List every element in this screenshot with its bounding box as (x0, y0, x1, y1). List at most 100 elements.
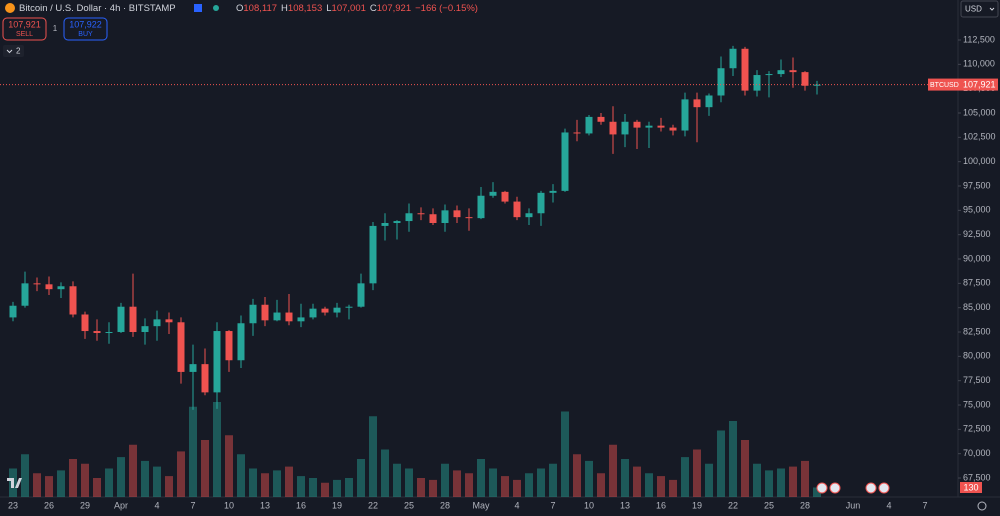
indicators-toggle[interactable] (3, 45, 24, 57)
volume-bar (465, 473, 473, 497)
x-tick-label: 7 (190, 500, 195, 510)
x-tick-label: 28 (800, 500, 810, 510)
symbol-title: Bitcoin / U.S. Dollar · 4h · BITSTAMP (19, 3, 176, 14)
candle-body (477, 195, 485, 219)
candle-body (561, 132, 569, 191)
candle-body (489, 191, 497, 196)
x-tick-label: 26 (44, 500, 54, 510)
volume-bar (321, 482, 329, 497)
volume-bar (177, 451, 185, 497)
volume-bar (105, 468, 113, 497)
buy-label: BUY (78, 31, 93, 38)
volume-bar (537, 468, 545, 497)
candle-body (273, 312, 281, 321)
x-tick-label: 7 (550, 500, 555, 510)
y-tick-label: 100,000 (963, 156, 996, 166)
volume-bar (801, 460, 809, 497)
settings-icon[interactable] (977, 501, 987, 511)
volume-bar (741, 440, 749, 497)
candle-body (693, 99, 701, 108)
volume-bar (21, 454, 29, 497)
volume-bar (501, 476, 509, 497)
candle-body (33, 283, 41, 285)
candle-body (153, 319, 161, 327)
y-tick-label: 112,500 (963, 34, 995, 44)
x-tick-label: 10 (584, 500, 594, 510)
volume-bar (69, 459, 77, 497)
candle-body (297, 317, 305, 322)
quote-label: O (236, 3, 243, 14)
chevron (6, 49, 13, 54)
currency-button[interactable] (960, 0, 999, 18)
candle-body (177, 322, 185, 372)
volume-bar (777, 468, 785, 497)
candle-body (201, 364, 209, 393)
x-tick-label: 22 (728, 500, 738, 510)
buy-button[interactable] (63, 17, 108, 41)
volume-bar (669, 479, 677, 497)
event-icon[interactable] (878, 482, 890, 494)
y-tick-label: 82,500 (963, 326, 991, 336)
candle-body (813, 84, 821, 86)
volume-bar (141, 460, 149, 497)
volume-bar (645, 473, 653, 497)
y-tick-label: 105,000 (963, 107, 996, 117)
candle-body (129, 306, 137, 333)
candle-body (81, 314, 89, 332)
volume-bar (237, 454, 245, 497)
candle-body (309, 308, 317, 318)
x-tick-label: 28 (440, 500, 450, 510)
candle-body (393, 221, 401, 223)
symbol-icon (5, 3, 15, 13)
y-tick-label: 97,500 (963, 180, 991, 190)
volume-bar (597, 473, 605, 497)
candle-body (249, 304, 257, 324)
flag-icon[interactable] (194, 4, 202, 12)
volume-badge: 130 (963, 482, 978, 492)
y-tick-label: 67,500 (963, 472, 991, 482)
currency-chevron (989, 7, 995, 11)
x-tick-label: 13 (260, 500, 270, 510)
candle-body (321, 308, 329, 313)
y-tick-label: 95,000 (963, 205, 991, 215)
candle-body (453, 210, 461, 218)
volume-bar (813, 487, 821, 497)
candle-body (405, 213, 413, 222)
candle-body (165, 319, 173, 323)
volume-bar (129, 444, 137, 497)
quote-value: −166 (−0.15%) (415, 3, 478, 14)
volume-bar (357, 459, 365, 497)
volume-bar (165, 476, 173, 497)
quote-value: 107,921 (377, 3, 411, 14)
y-tick-label: 80,000 (963, 351, 991, 361)
sell-label: SELL (16, 31, 33, 38)
candle-body (465, 217, 473, 219)
candle-body (441, 210, 449, 223)
volume-bar (705, 463, 713, 497)
event-icon[interactable] (816, 482, 828, 494)
volume-bar (453, 470, 461, 497)
x-tick-label: 22 (368, 500, 378, 510)
volume-bar (189, 406, 197, 497)
sell-button[interactable] (2, 17, 47, 41)
event-icon[interactable] (865, 482, 877, 494)
volume-bar (93, 478, 101, 497)
quote-label: L (326, 3, 331, 14)
candle-body (789, 70, 797, 73)
y-tick-label: 70,000 (963, 448, 991, 458)
logo[interactable] (7, 478, 22, 488)
candle-body (765, 74, 773, 76)
last-price-label: 107,921 (963, 79, 996, 89)
volume-bar (333, 479, 341, 497)
candle-body (429, 214, 437, 223)
volume-bar (369, 416, 377, 497)
y-tick-label: 87,500 (963, 278, 991, 288)
volume-bar (549, 463, 557, 497)
event-icon[interactable] (829, 482, 841, 494)
quote-value: 108,153 (288, 3, 322, 14)
candle-body (69, 286, 77, 315)
y-tick-label: 85,000 (963, 302, 991, 312)
candle-body (381, 222, 389, 226)
